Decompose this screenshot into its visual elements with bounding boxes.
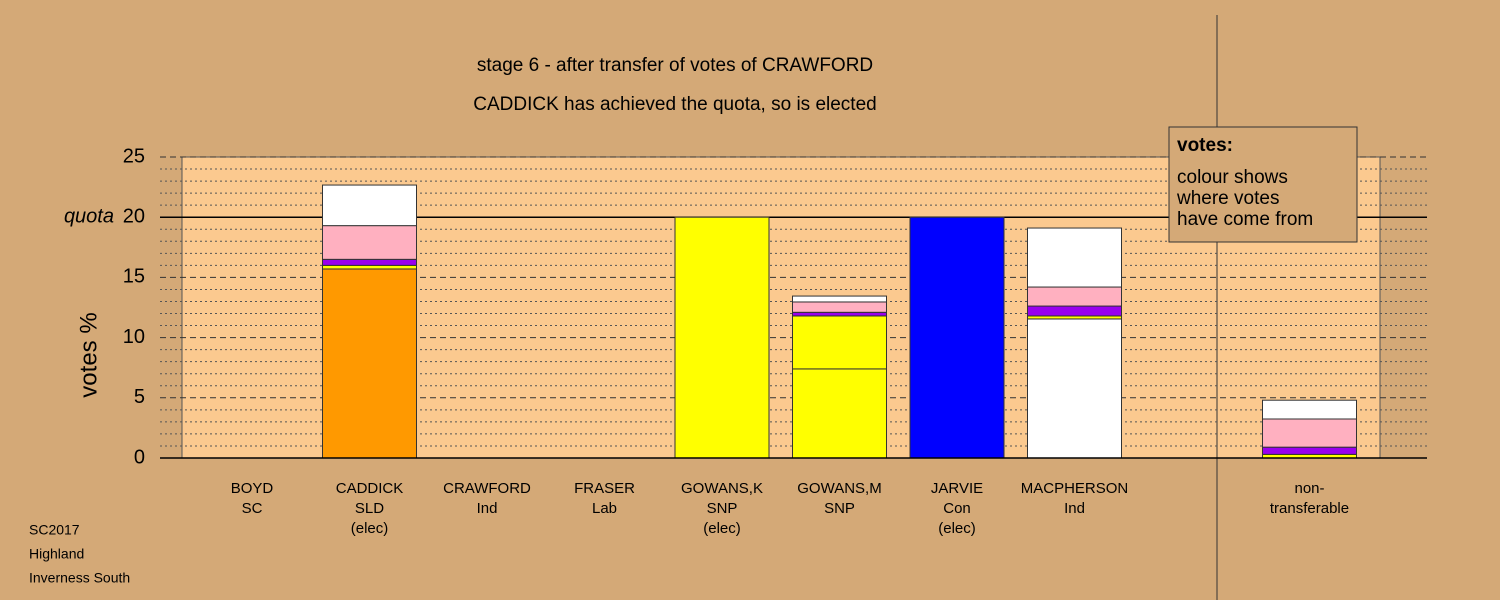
x-tick-label: Ind — [1064, 500, 1085, 517]
x-tick-label: (elec) — [938, 520, 976, 537]
x-tick-label: (elec) — [703, 520, 741, 537]
chart-subtitle: CADDICK has achieved the quota, so is el… — [473, 94, 876, 115]
y-tick-label: 15 — [123, 266, 145, 288]
x-tick-label: CADDICK — [336, 480, 404, 497]
bar-segment — [1027, 318, 1122, 459]
legend-heading: votes: — [1177, 135, 1233, 156]
bar-segment — [322, 264, 417, 270]
x-tick-label: Ind — [477, 500, 498, 517]
bar-segment — [1262, 399, 1357, 420]
y-tick-label: 10 — [123, 326, 145, 348]
chart-title: stage 6 - after transfer of votes of CRA… — [477, 55, 873, 76]
x-tick-label: SNP — [707, 500, 738, 517]
bar-segment — [1262, 418, 1357, 448]
bar-segment — [909, 216, 1005, 459]
legend-text: colour shows — [1177, 167, 1288, 188]
bar-segment — [322, 258, 417, 266]
x-tick-label: CRAWFORD — [443, 480, 531, 497]
x-tick-label: GOWANS,M — [797, 480, 881, 497]
x-tick-label: transferable — [1270, 500, 1349, 517]
y-axis-label: votes % — [75, 312, 102, 397]
x-tick-label: non- — [1294, 480, 1324, 497]
x-tick-label: Con — [943, 500, 971, 517]
bar-segment — [792, 368, 887, 459]
bar-segment — [1262, 446, 1357, 455]
x-tick-label: SC — [242, 500, 263, 517]
bar-segment — [792, 311, 887, 317]
y-tick-label: 25 — [123, 145, 145, 167]
x-tick-label: FRASER — [574, 480, 635, 497]
bar-segment — [1027, 305, 1122, 317]
legend-box — [1168, 126, 1358, 243]
bar-segment — [322, 268, 417, 459]
footer-text: Highland — [29, 546, 84, 562]
x-tick-label: GOWANS,K — [681, 480, 763, 497]
x-tick-label: JARVIE — [931, 480, 983, 497]
x-tick-label: SLD — [355, 500, 384, 517]
legend-text: where votes — [1176, 188, 1279, 209]
bar-segment — [1027, 286, 1122, 307]
legend-text: have come from — [1177, 209, 1313, 230]
bar-segment — [1027, 227, 1122, 288]
x-tick-label: SNP — [824, 500, 855, 517]
y-tick-label: 20 — [123, 205, 145, 227]
x-tick-label: BOYD — [231, 480, 274, 497]
y-tick-label: 5 — [134, 386, 145, 408]
bar-segment — [792, 301, 887, 313]
x-tick-label: Lab — [592, 500, 617, 517]
x-tick-label: (elec) — [351, 520, 389, 537]
bar-segment — [322, 225, 417, 260]
bar-segment — [792, 315, 887, 370]
quota-label: quota — [64, 205, 114, 227]
y-tick-label: 0 — [134, 446, 145, 468]
bar-segment — [322, 184, 417, 227]
bar-segment — [792, 295, 887, 303]
footer-text: Inverness South — [29, 570, 130, 586]
bar-segment — [674, 216, 770, 459]
footer-text: SC2017 — [29, 522, 80, 538]
plot: 0 5 10 15 20 25 quota BOYD SC CADDICK SLD (elec) CRA… — [64, 145, 1427, 537]
x-tick-label: MACPHERSON — [1021, 480, 1129, 497]
